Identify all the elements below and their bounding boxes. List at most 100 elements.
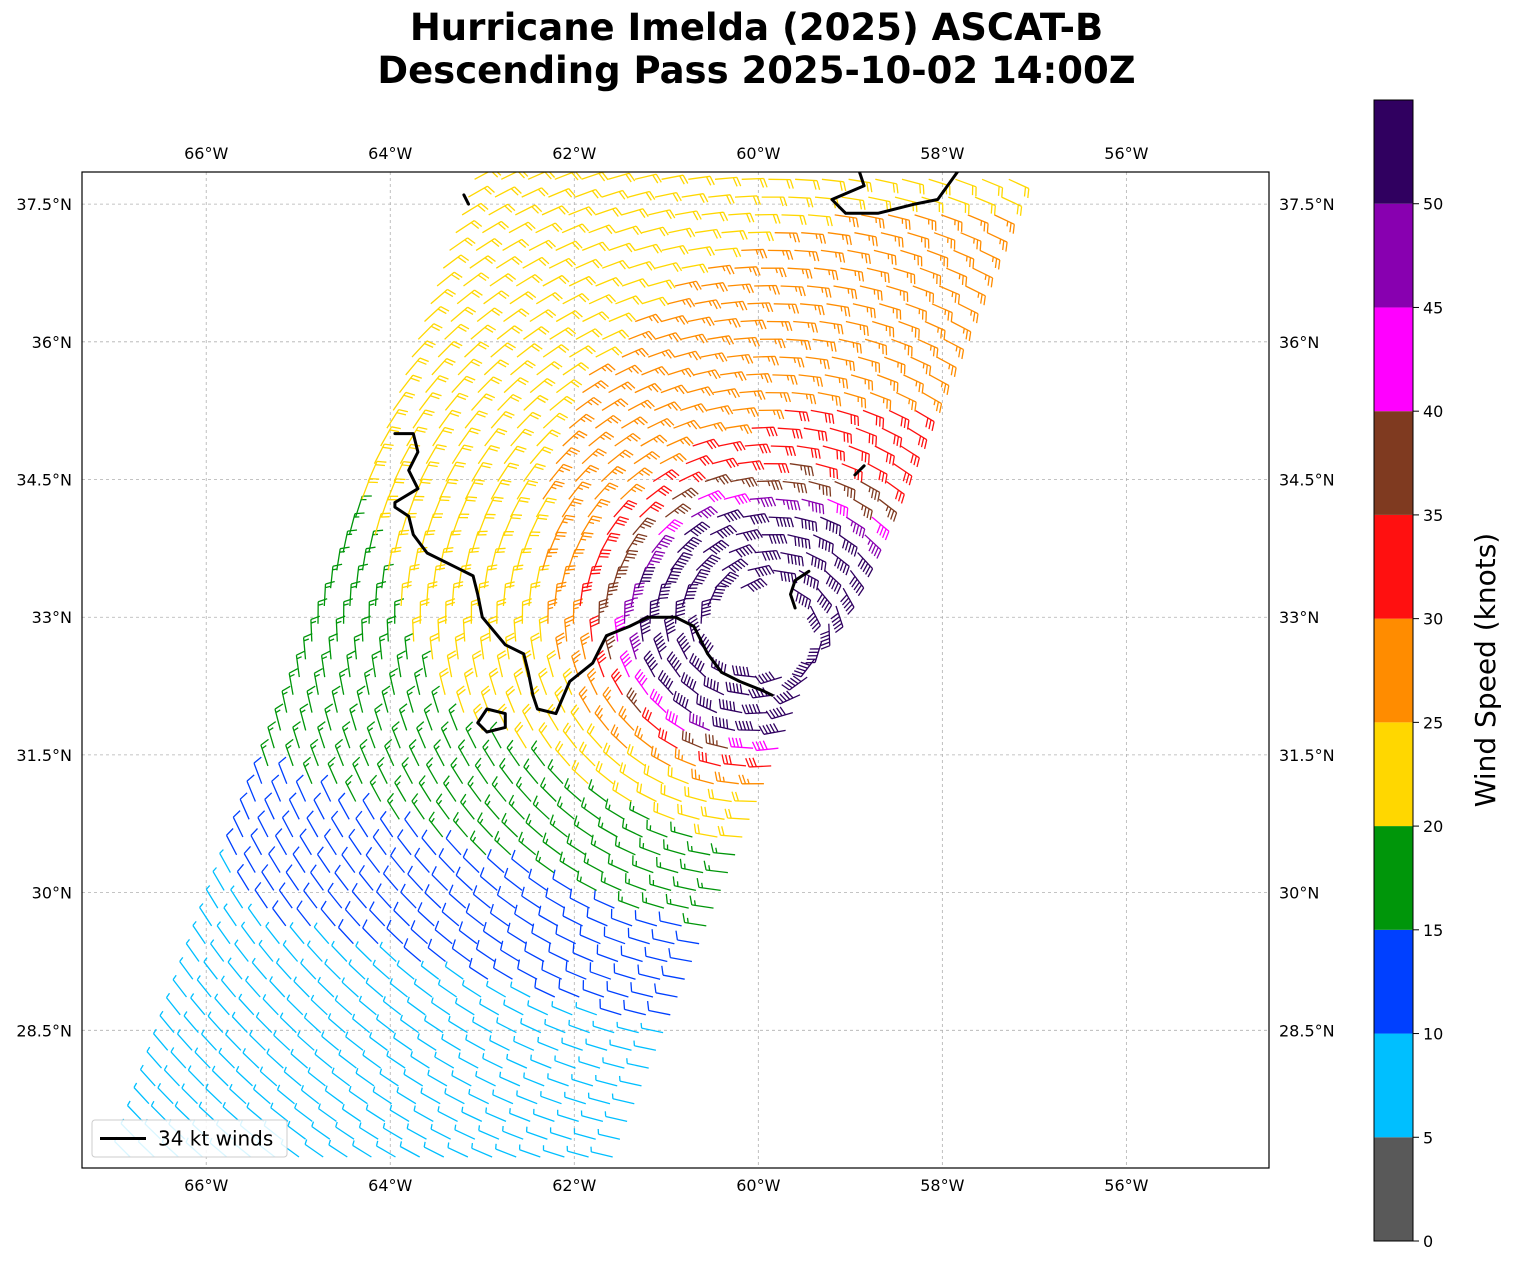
wind-barb xyxy=(300,958,317,980)
wind-barb xyxy=(861,214,885,229)
wind-barb xyxy=(491,776,507,802)
wind-barb xyxy=(650,745,671,767)
wind-barb xyxy=(535,222,563,234)
wind-barb xyxy=(640,1022,664,1034)
wind-barb xyxy=(813,267,839,281)
wind-barb xyxy=(351,1013,371,1034)
wind-barb xyxy=(559,851,580,874)
wind-barb xyxy=(429,632,440,660)
wind-barb xyxy=(924,320,946,340)
wind-barb xyxy=(581,448,607,465)
wind-barb xyxy=(639,501,665,518)
wind-barb xyxy=(384,738,395,767)
wind-barb xyxy=(562,430,588,447)
wind-barb xyxy=(499,940,520,963)
wind-barb xyxy=(864,338,888,356)
wind-barb xyxy=(387,546,402,571)
wind-barb xyxy=(703,860,728,874)
wind-barb xyxy=(661,174,689,185)
wind-barb xyxy=(929,374,950,396)
wind-barb xyxy=(320,650,331,678)
wind-barb xyxy=(652,469,680,483)
wind-barb xyxy=(607,449,634,465)
wind-barb xyxy=(460,793,475,820)
wind-barb xyxy=(354,495,372,518)
wind-barb xyxy=(299,703,309,731)
wind-barb xyxy=(406,426,428,447)
wind-barb xyxy=(478,1125,500,1140)
wind-barb xyxy=(378,632,389,660)
wind-barb xyxy=(798,374,824,387)
wind-barb xyxy=(451,1070,472,1087)
wind-barb xyxy=(494,186,522,198)
wind-barb xyxy=(791,658,815,678)
wind-barb xyxy=(657,669,674,696)
lon-tick-top: 58°W xyxy=(920,144,964,163)
wind-barb xyxy=(496,1017,517,1034)
wind-barb xyxy=(508,794,525,820)
wind-barb xyxy=(779,356,805,368)
wind-34kt-contour-small xyxy=(830,172,960,215)
wind-barb xyxy=(515,274,543,287)
wind-barb xyxy=(702,539,730,555)
wind-barb xyxy=(232,810,244,838)
wind-barb xyxy=(427,938,446,963)
wind-barb xyxy=(218,1047,235,1069)
wind-barb xyxy=(438,667,449,695)
wind-barb xyxy=(627,399,655,411)
wind-barb xyxy=(513,667,524,696)
wind-barb xyxy=(696,694,718,714)
wind-barb xyxy=(266,1048,284,1069)
wind-barb xyxy=(477,513,496,536)
wind-barb xyxy=(595,276,623,287)
lon-tick-bottom: 62°W xyxy=(552,1176,596,1195)
wind-barb xyxy=(231,1011,248,1034)
colorbar-segment xyxy=(1374,929,1413,1034)
wind-barb xyxy=(190,993,206,1016)
wind-barb xyxy=(341,1103,362,1122)
wind-barb xyxy=(214,993,230,1016)
wind-barb xyxy=(246,1102,265,1122)
wind-barb xyxy=(548,942,569,963)
wind-barb xyxy=(464,547,480,571)
wind-barb xyxy=(663,567,683,589)
wind-barb xyxy=(413,667,424,695)
wind-barb xyxy=(876,374,899,393)
wind-barb xyxy=(432,563,446,589)
wind-barb xyxy=(351,882,367,909)
wind-barb xyxy=(630,982,654,998)
wind-barb xyxy=(634,910,658,927)
wind-barb xyxy=(819,320,844,335)
wind-barb xyxy=(810,409,835,424)
wind-barb xyxy=(431,866,449,891)
wind-barb xyxy=(321,1031,340,1051)
wind-barb xyxy=(296,900,312,927)
wind-barb xyxy=(649,598,660,624)
wind-barb xyxy=(974,196,996,216)
wind-barb xyxy=(621,278,650,288)
wind-barb xyxy=(838,534,858,557)
wind-barb xyxy=(417,323,443,340)
wind-barb xyxy=(508,221,536,234)
wind-barb xyxy=(449,237,476,251)
wind-barb xyxy=(441,902,460,927)
wind-barb xyxy=(341,977,359,998)
wind-barb xyxy=(492,958,513,980)
wind-barb xyxy=(427,1069,448,1087)
wind-barb xyxy=(643,763,664,785)
colorbar-segment xyxy=(1374,514,1413,619)
wind-barb xyxy=(615,225,643,236)
wind-barb xyxy=(392,391,416,411)
wind-barb xyxy=(575,258,603,269)
wind-barb xyxy=(717,825,743,838)
wind-barb xyxy=(219,849,231,873)
wind-barb xyxy=(721,754,747,767)
wind-barb xyxy=(196,975,212,998)
colorbar-segment xyxy=(1374,100,1413,204)
wind-barb xyxy=(411,793,425,820)
wind-barb xyxy=(352,756,363,784)
wind-barb xyxy=(348,512,365,535)
wind-barb xyxy=(302,633,313,660)
wind-barb xyxy=(617,891,640,909)
wind-barb xyxy=(674,350,702,361)
